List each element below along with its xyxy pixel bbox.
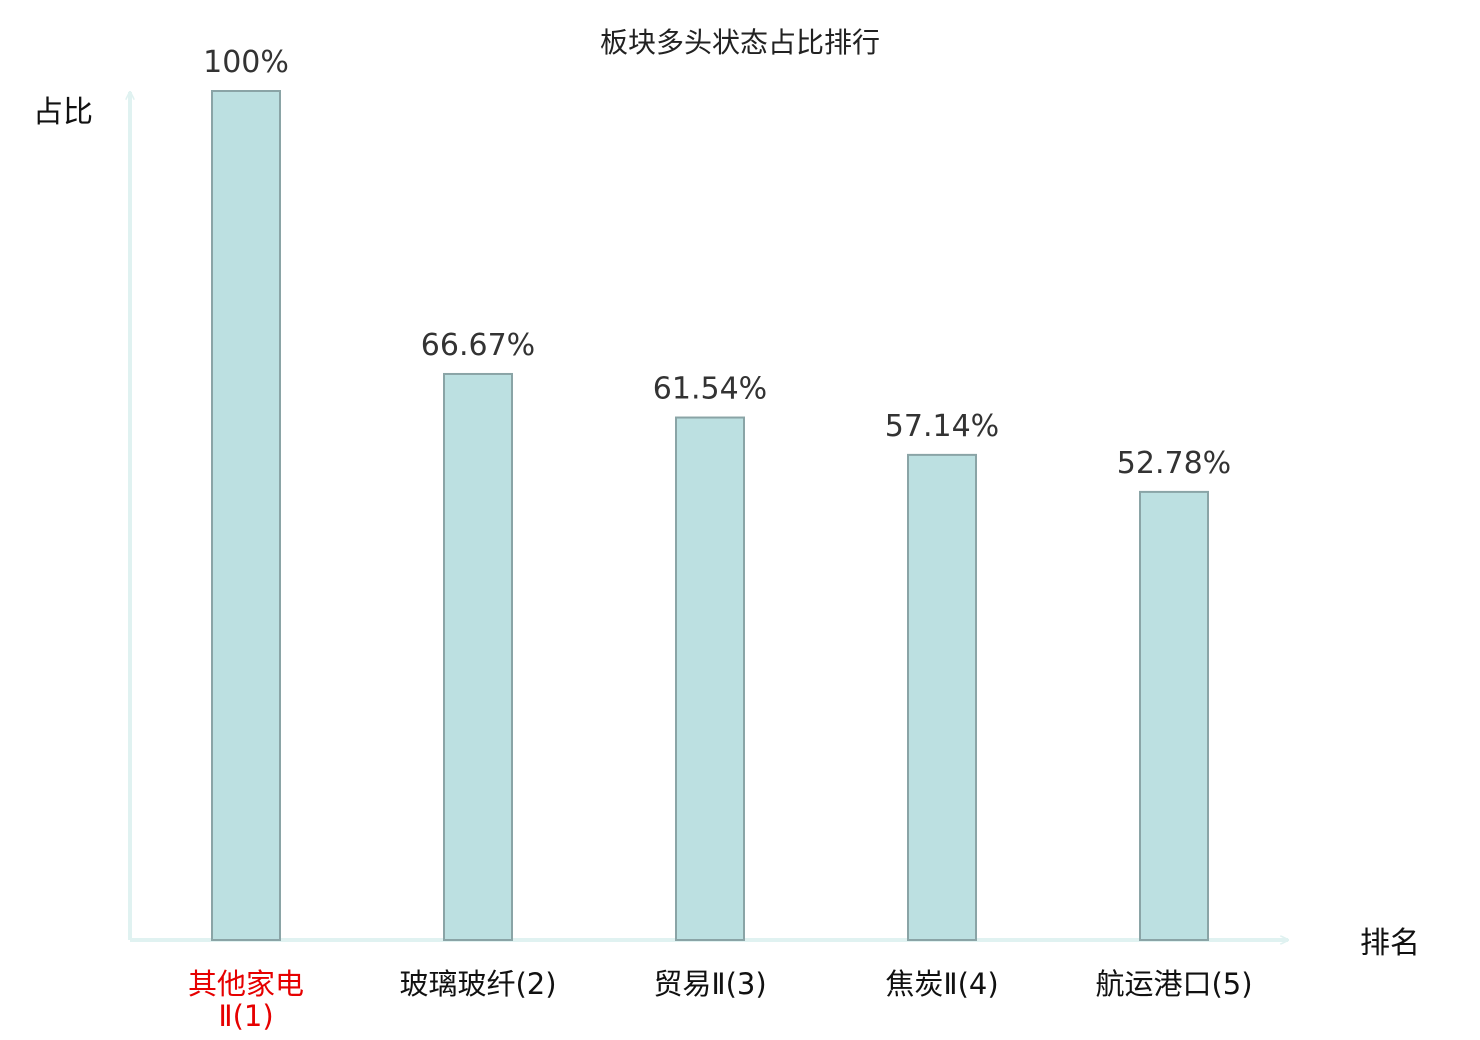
bar-value-label: 61.54% (653, 372, 767, 407)
x-tick-label: 玻璃玻纤(2) (399, 967, 556, 1001)
bar-value-label: 57.14% (885, 409, 999, 444)
bar-value-label: 66.67% (421, 328, 535, 363)
bar (443, 372, 513, 942)
x-tick-label: 航运港口(5) (1095, 967, 1252, 1001)
x-tick-label: 焦炭Ⅱ(4) (885, 967, 998, 1001)
bar-series (211, 90, 1209, 942)
bar (907, 453, 977, 941)
bar (1139, 490, 1209, 941)
x-tick-label-line: 其他家电 (188, 967, 304, 1001)
bar-value-label: 52.78% (1117, 446, 1231, 481)
x-tick-label-line: 贸易Ⅱ(3) (653, 967, 766, 1001)
chart-title: 板块多头状态占比排行 (600, 26, 880, 59)
x-tick-label-line: 玻璃玻纤(2) (399, 967, 556, 1001)
bar-value-label: 100% (203, 45, 289, 80)
bar (675, 416, 745, 941)
x-tick-label-line: Ⅱ(1) (218, 999, 273, 1033)
x-tick-label: 贸易Ⅱ(3) (653, 967, 766, 1001)
bar (211, 90, 281, 941)
y-axis-label: 占比 (33, 95, 93, 130)
data-labels: 100% 66.67% 61.54% 57.14% 52.78% (203, 45, 1231, 481)
x-tick-label: 其他家电 Ⅱ(1) (188, 967, 304, 1033)
x-axis-label: 排名 (1360, 926, 1420, 961)
x-tick-label-line: 航运港口(5) (1095, 967, 1252, 1001)
x-tick-label-line: 焦炭Ⅱ(4) (885, 967, 998, 1001)
x-tick-labels: 其他家电 Ⅱ(1) 玻璃玻纤(2) 贸易Ⅱ(3) 焦炭Ⅱ(4) 航运港口(5) (188, 967, 1253, 1033)
